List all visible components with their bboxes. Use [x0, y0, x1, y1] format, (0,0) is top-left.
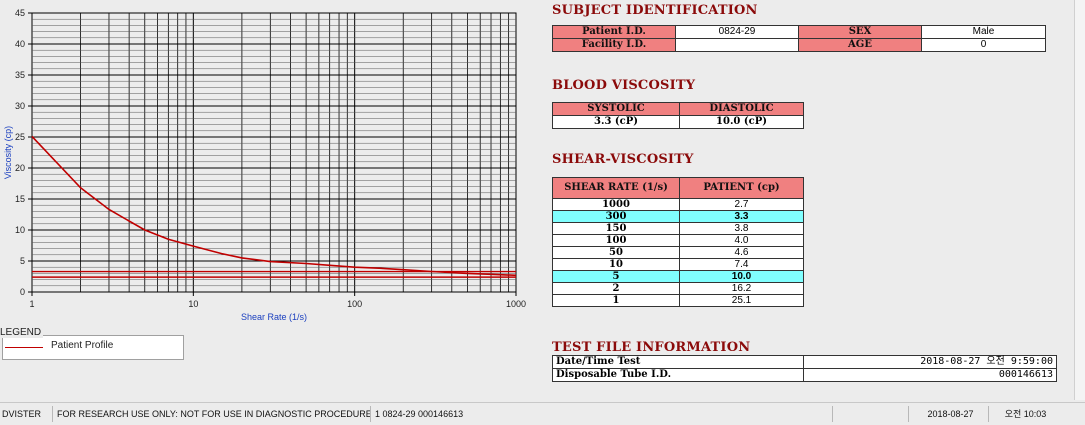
y-tick-label: 35: [15, 70, 25, 80]
patient-id-value: 0824-29: [675, 25, 799, 39]
diastolic-value: 10.0 (cP): [679, 115, 804, 129]
facility-id-label: Facility I.D.: [552, 38, 676, 52]
shear-rate-cell: 10: [552, 258, 680, 271]
shear-rate-cell: 1: [552, 294, 680, 307]
facility-id-value: [675, 38, 799, 52]
status-time: 오전 10:03: [988, 406, 1058, 422]
shear-rate-cell: 50: [552, 246, 680, 259]
patient-viscosity-cell: 25.1: [679, 294, 804, 307]
y-tick-label: 25: [15, 132, 25, 142]
x-tick-label: 1: [29, 299, 34, 309]
status-record: 1 0824-29 000146613: [370, 406, 832, 422]
datetime-value: 2018-08-27 오전 9:59:00: [803, 355, 1057, 369]
y-tick-label: 40: [15, 39, 25, 49]
status-empty-panel: [832, 406, 908, 422]
tube-id-label: Disposable Tube I.D.: [552, 368, 804, 382]
sex-value: Male: [921, 25, 1046, 39]
shear-viscosity-title: SHEAR-VISCOSITY: [552, 152, 694, 167]
y-tick-label: 30: [15, 101, 25, 111]
x-tick-label: 100: [347, 299, 362, 309]
shear-row: 300 3.3: [552, 210, 804, 223]
y-tick-label: 0: [20, 287, 25, 297]
vertical-scrollbar[interactable]: [1074, 0, 1085, 400]
shear-rate-cell: 2: [552, 282, 680, 295]
patient-viscosity-cell: 2.7: [679, 198, 804, 211]
shear-row: 10 7.4: [552, 258, 804, 271]
shear-rate-cell: 150: [552, 222, 680, 235]
shear-rate-cell: 300: [552, 210, 680, 223]
y-tick-label: 20: [15, 163, 25, 173]
legend-line-swatch: [5, 347, 43, 348]
shear-row: 1000 2.7: [552, 198, 804, 211]
shear-rate-column-header: SHEAR RATE (1/s): [552, 177, 680, 199]
tube-id-value: 000146613: [803, 368, 1057, 382]
subject-section-title: SUBJECT IDENTIFICATION: [552, 3, 758, 18]
shear-row: 5 10.0: [552, 270, 804, 283]
viscosity-chart: 0 5 10 15 20 25 30 35 40 45 1 10 100 1000 Shear Rate (…: [0, 0, 540, 325]
patient-viscosity-cell: 3.8: [679, 222, 804, 235]
plot-area: [31, 12, 517, 293]
shear-row: 150 3.8: [552, 222, 804, 235]
shear-rate-cell: 1000: [552, 198, 680, 211]
y-tick-label: 10: [15, 225, 25, 235]
x-tick-label: 1000: [506, 299, 526, 309]
patient-column-header: PATIENT (cp): [679, 177, 804, 199]
y-tick-label: 15: [15, 194, 25, 204]
test-file-title: TEST FILE INFORMATION: [552, 340, 751, 355]
patient-viscosity-cell: 7.4: [679, 258, 804, 271]
y-tick-label: 5: [20, 256, 25, 266]
shear-row: 1 25.1: [552, 294, 804, 307]
diastolic-label: DIASTOLIC: [679, 102, 804, 116]
legend-box: Patient Profile: [2, 335, 184, 360]
status-notice: FOR RESEARCH USE ONLY: NOT FOR USE IN DI…: [52, 406, 370, 422]
status-app-name: DVISTER: [2, 409, 42, 419]
test-file-table: Date/Time Test 2018-08-27 오전 9:59:00 Dis…: [552, 355, 1057, 382]
y-axis-label: Viscosity (cp): [3, 126, 13, 179]
status-date: 2018-08-27: [908, 406, 988, 422]
shear-rate-cell: 5: [552, 270, 680, 283]
x-tick-label: 10: [188, 299, 198, 309]
shear-row: 50 4.6: [552, 246, 804, 259]
systolic-label: SYSTOLIC: [552, 102, 680, 116]
patient-viscosity-cell: 10.0: [679, 270, 804, 283]
shear-rate-cell: 100: [552, 234, 680, 247]
sex-label: SEX: [798, 25, 922, 39]
patient-viscosity-cell: 4.0: [679, 234, 804, 247]
x-axis-label: Shear Rate (1/s): [241, 312, 307, 322]
datetime-label: Date/Time Test: [552, 355, 804, 369]
y-tick-label: 45: [15, 8, 25, 18]
shear-row: 100 4.0: [552, 234, 804, 247]
shear-viscosity-table: SHEAR RATE (1/s) PATIENT (cp) 1000 2.7 300…: [552, 177, 804, 307]
patient-viscosity-cell: 4.6: [679, 246, 804, 259]
viscosity-chart-svg: 0 5 10 15 20 25 30 35 40 45 1 10 100 1000 Shear Rate (…: [0, 0, 540, 325]
patient-viscosity-cell: 16.2: [679, 282, 804, 295]
patient-id-label: Patient I.D.: [552, 25, 676, 39]
blood-viscosity-title: BLOOD VISCOSITY: [552, 78, 696, 93]
systolic-value: 3.3 (cP): [552, 115, 680, 129]
subject-table: Patient I.D. 0824-29 SEX Male Facility I…: [552, 25, 1046, 52]
age-label: AGE: [798, 38, 922, 52]
blood-viscosity-table: SYSTOLIC DIASTOLIC 3.3 (cP) 10.0 (cP): [552, 102, 804, 129]
legend-title: LEGEND: [0, 327, 44, 338]
age-value: 0: [921, 38, 1046, 52]
patient-profile-curve: [31, 135, 517, 277]
legend-entry-label: Patient Profile: [51, 340, 114, 351]
patient-viscosity-cell: 3.3: [679, 210, 804, 223]
shear-row: 2 16.2: [552, 282, 804, 295]
status-bar: DVISTER FOR RESEARCH USE ONLY: NOT FOR U…: [0, 402, 1085, 425]
